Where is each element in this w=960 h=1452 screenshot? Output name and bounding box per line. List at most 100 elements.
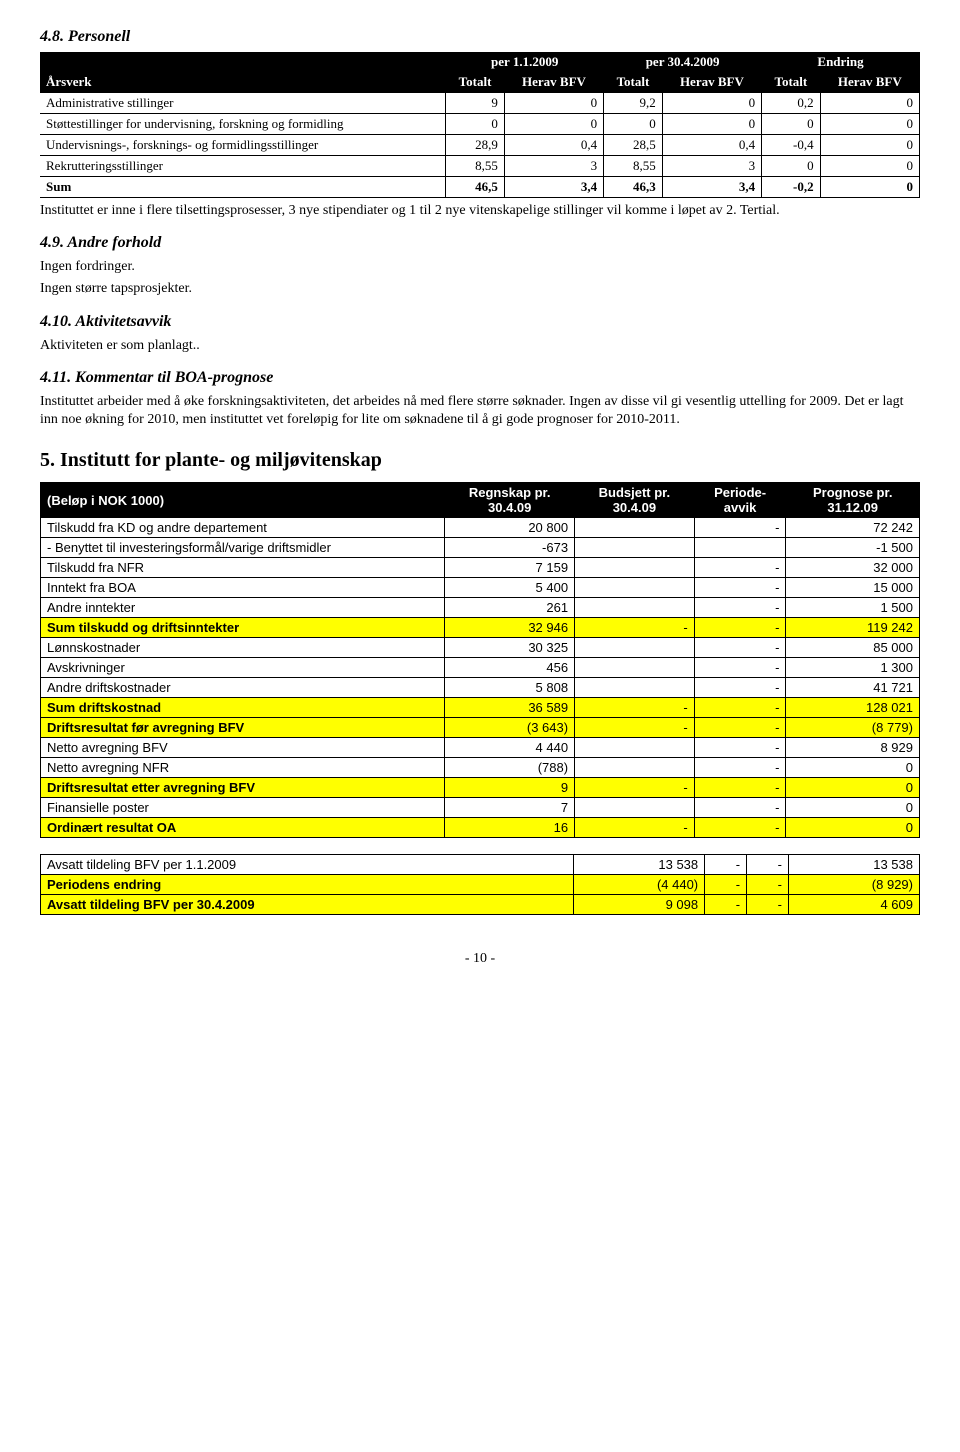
fin-val: 456 — [445, 658, 575, 678]
fin-val: 30 325 — [445, 638, 575, 658]
fin-val: - — [694, 818, 786, 838]
fin-row: Andre driftskostnader5 808 -41 721 — [41, 678, 920, 698]
fin-header: (Beløp i NOK 1000) Regnskap pr. 30.4.09 … — [41, 483, 920, 518]
row-val: 0 — [662, 93, 761, 114]
fin-row: Inntekt fra BOA5 400-15 000 — [41, 578, 920, 598]
row-val: 0,4 — [504, 135, 603, 156]
fin-val: - — [694, 618, 786, 638]
sub-col: Totalt — [446, 72, 505, 93]
fin-row: Avskrivninger456-1 300 — [41, 658, 920, 678]
fin-val: (788) — [445, 758, 575, 778]
fin-h1: Regnskap pr. 30.4.09 — [445, 483, 575, 518]
row-val: 28,5 — [604, 135, 663, 156]
fin-row: Netto avregning BFV4 440-8 929 — [41, 738, 920, 758]
fin-val — [575, 578, 695, 598]
row-label: Støttestillinger for undervisning, forsk… — [40, 114, 446, 135]
p-410-1: Aktiviteten er som planlagt.. — [40, 337, 920, 355]
fin-label: Netto avregning NFR — [41, 758, 445, 778]
p-49-1: Ingen fordringer. — [40, 258, 920, 276]
fin-label: Ordinært resultat OA — [41, 818, 445, 838]
fin-h4: Prognose pr. 31.12.09 — [786, 483, 920, 518]
fin-val — [575, 558, 695, 578]
row-val: 0 — [504, 114, 603, 135]
fin-val: (3 643) — [445, 718, 575, 738]
fin-val: 4 609 — [788, 895, 919, 915]
sub-col: Totalt — [604, 72, 663, 93]
fin-val: - — [694, 678, 786, 698]
personell-sum-row: Sum 46,5 3,4 46,3 3,4 -0,2 0 — [40, 177, 920, 198]
row-val: 3 — [662, 156, 761, 177]
fin-row: Finansielle poster7-0 — [41, 798, 920, 818]
fin-val: 13 538 — [788, 855, 919, 875]
row-label: Undervisnings-, forsknings- og formidlin… — [40, 135, 446, 156]
fin-label: Inntekt fra BOA — [41, 578, 445, 598]
p-411-1: Instituttet arbeider med å øke forskning… — [40, 393, 920, 429]
fin-val: 9 098 — [574, 895, 705, 915]
fin-val: 128 021 — [786, 698, 920, 718]
fin-val: - — [575, 718, 695, 738]
fin-label: Avsatt tildeling BFV per 30.4.2009 — [41, 895, 574, 915]
fin-row: Tilskudd fra NFR7 159 -32 000 — [41, 558, 920, 578]
fin-val: -1 500 — [786, 538, 920, 558]
fin-row: Tilskudd fra KD og andre departement20 8… — [41, 518, 920, 538]
fin-val: 261 — [445, 598, 575, 618]
group-col: per 30.4.2009 — [604, 52, 762, 72]
fin-val — [575, 798, 695, 818]
fin-val — [575, 598, 695, 618]
fin-row: Driftsresultat før avregning BFV(3 643)-… — [41, 718, 920, 738]
fin-label: Driftsresultat etter avregning BFV — [41, 778, 445, 798]
fin-val: 32 000 — [786, 558, 920, 578]
fin-label: Tilskudd fra NFR — [41, 558, 445, 578]
fin-val: - — [747, 875, 789, 895]
fin-val: - — [575, 618, 695, 638]
sum-val: 46,5 — [446, 177, 505, 198]
fin-val: 5 808 — [445, 678, 575, 698]
fin-label: Sum driftskostnad — [41, 698, 445, 718]
fin-val: (4 440) — [574, 875, 705, 895]
fin-val: 16 — [445, 818, 575, 838]
fin-row: Netto avregning NFR(788)-0 — [41, 758, 920, 778]
row-val: 0 — [820, 156, 919, 177]
fin-row: Driftsresultat etter avregning BFV9--0 — [41, 778, 920, 798]
fin-val: (8 779) — [786, 718, 920, 738]
row-val: 0 — [662, 114, 761, 135]
fin-val: 13 538 — [574, 855, 705, 875]
finance-table-bfv: Avsatt tildeling BFV per 1.1.200913 538-… — [40, 854, 920, 915]
fin-val: - — [705, 895, 747, 915]
sub-col: Herav BFV — [504, 72, 603, 93]
sum-val: 3,4 — [504, 177, 603, 198]
fin-val: 7 159 — [445, 558, 575, 578]
fin-val: 0 — [786, 818, 920, 838]
fin-row: - Benyttet til investeringsformål/varige… — [41, 538, 920, 558]
fin-row: Periodens endring(4 440)--(8 929) — [41, 875, 920, 895]
fin-val: - — [705, 855, 747, 875]
row-val: 8,55 — [446, 156, 505, 177]
fin-val: 72 242 — [786, 518, 920, 538]
row-label: Rekrutteringsstillinger — [40, 156, 446, 177]
fin-val: 1 300 — [786, 658, 920, 678]
fin-label: Finansielle poster — [41, 798, 445, 818]
fin-label: Sum tilskudd og driftsinntekter — [41, 618, 445, 638]
fin-val: 85 000 — [786, 638, 920, 658]
row-val: 9,2 — [604, 93, 663, 114]
fin-val: - — [694, 578, 786, 598]
row-val: 3 — [504, 156, 603, 177]
fin-val: 7 — [445, 798, 575, 818]
personell-row: Undervisnings-, forsknings- og formidlin… — [40, 135, 920, 156]
fin-val: 41 721 — [786, 678, 920, 698]
fin-val — [575, 738, 695, 758]
fin-label: Netto avregning BFV — [41, 738, 445, 758]
fin-val: - — [694, 558, 786, 578]
row-val: -0,4 — [762, 135, 821, 156]
row-val: 0 — [604, 114, 663, 135]
fin-row: Andre inntekter261-1 500 — [41, 598, 920, 618]
fin-val: 0 — [786, 758, 920, 778]
fin-val: - — [747, 895, 789, 915]
sum-val: 3,4 — [662, 177, 761, 198]
fin-row: Sum driftskostnad36 589--128 021 — [41, 698, 920, 718]
fin-label: Andre driftskostnader — [41, 678, 445, 698]
note-48: Instituttet er inne i flere tilsettingsp… — [40, 202, 920, 220]
fin-val: - — [694, 738, 786, 758]
fin-h3: Periode-avvik — [694, 483, 786, 518]
fin-val: - — [694, 638, 786, 658]
